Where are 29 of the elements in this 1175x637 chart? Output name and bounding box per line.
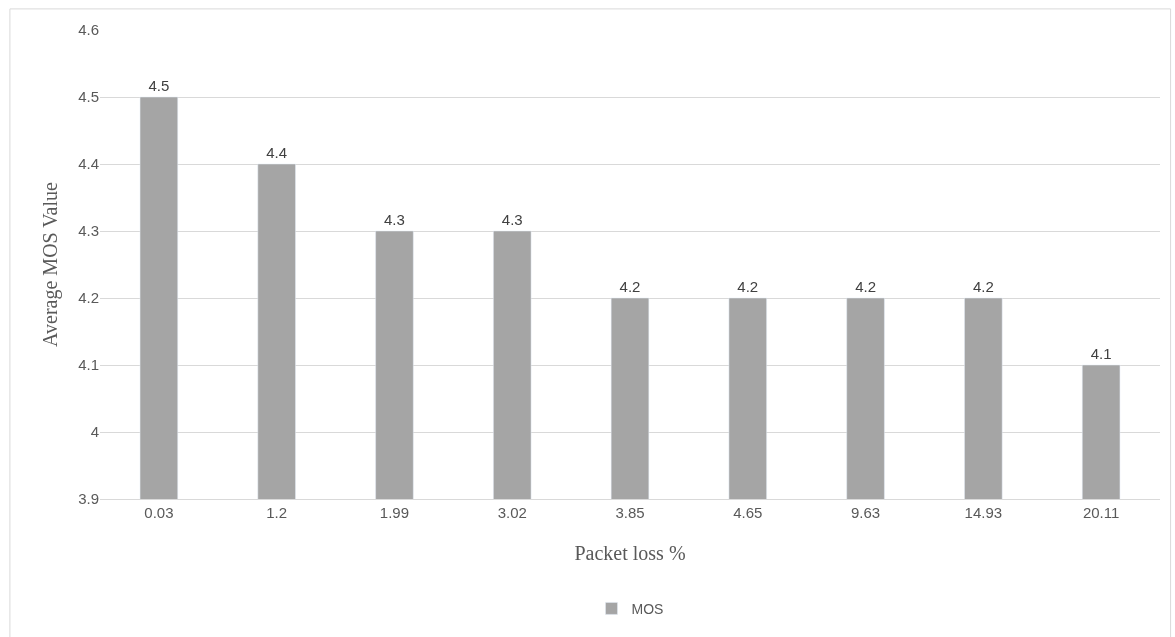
y-tick-label: 4.3 xyxy=(78,222,99,240)
x-tick-label: 0.03 xyxy=(144,504,174,521)
data-label: 4.2 xyxy=(619,278,641,295)
y-tick-label: 4.1 xyxy=(78,356,99,374)
x-tick-label: 20.11 xyxy=(1082,504,1120,521)
x-axis-title: Packet loss % xyxy=(574,541,686,564)
data-label: 4.3 xyxy=(501,211,523,228)
y-tick-label: 3.9 xyxy=(78,490,99,508)
x-tick-label: 3.85 xyxy=(615,504,645,521)
y-tick-label: 4.2 xyxy=(78,289,99,307)
x-tick-label: 4.65 xyxy=(733,504,763,521)
data-label: 4.3 xyxy=(384,211,405,228)
y-tick-label: 4 xyxy=(90,423,99,441)
x-tick-label: 3.02 xyxy=(497,504,527,521)
data-label: 4.2 xyxy=(855,278,876,295)
data-label: 4.1 xyxy=(1090,345,1112,362)
y-axis-title: Average MOS Value xyxy=(38,181,62,347)
x-tick-label: 9.63 xyxy=(850,504,881,521)
data-label: 4.4 xyxy=(266,144,288,161)
y-tick-label: 4.6 xyxy=(78,21,99,39)
y-tick-label: 4.5 xyxy=(78,88,99,106)
y-tick-label: 4.4 xyxy=(78,155,99,173)
data-label: 4.2 xyxy=(972,278,994,295)
data-label: 4.5 xyxy=(148,77,170,94)
x-tick-label: 1.99 xyxy=(379,504,410,521)
x-tick-label: 14.93 xyxy=(964,504,1003,521)
data-label: 4.2 xyxy=(737,278,759,295)
legend-label: MOS xyxy=(631,600,664,617)
x-tick-label: 1.2 xyxy=(266,504,288,521)
